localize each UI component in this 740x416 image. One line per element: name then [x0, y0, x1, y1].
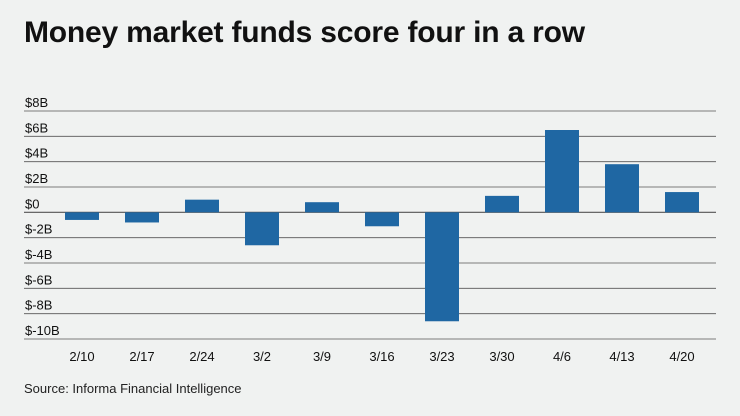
- x-tick-label: 4/20: [669, 349, 694, 364]
- x-tick-label: 3/9: [313, 349, 331, 364]
- bar-2-10: [65, 212, 99, 220]
- x-tick-label: 2/17: [129, 349, 154, 364]
- y-tick-label: $2B: [25, 171, 48, 186]
- bar-2-17: [125, 212, 159, 223]
- x-tick-label: 4/13: [609, 349, 634, 364]
- y-axis-tick-labels: $8B $6B $4B $2B $0 $-2B $-4B $-6B $-8B $-10B: [25, 95, 60, 338]
- bar-4-13: [605, 164, 639, 213]
- bar-2-24: [185, 199, 219, 213]
- bar-4-6: [545, 130, 579, 213]
- y-tick-label: $-6B: [25, 272, 52, 287]
- bar-3-16: [365, 212, 399, 227]
- bar-3-2: [245, 212, 279, 246]
- x-tick-label: 3/23: [429, 349, 454, 364]
- bars: [65, 130, 699, 322]
- y-tick-label: $4B: [25, 146, 48, 161]
- x-tick-label: 3/30: [489, 349, 514, 364]
- bar-4-20: [665, 192, 699, 213]
- bar-3-23: [425, 212, 459, 322]
- chart-title: Money market funds score four in a row: [24, 16, 585, 49]
- x-tick-label: 4/6: [553, 349, 571, 364]
- x-tick-label: 2/24: [189, 349, 214, 364]
- gridlines: [24, 110, 716, 340]
- y-tick-label: $0: [25, 196, 39, 211]
- source-note: Source: Informa Financial Intelligence: [24, 381, 242, 396]
- y-tick-label: $-10B: [25, 323, 60, 338]
- bar-3-30: [485, 195, 519, 213]
- x-axis-tick-labels: 2/10 2/17 2/24 3/2 3/9 3/16 3/23 3/30 4/6 4/13 4/2…: [69, 349, 694, 364]
- bar-3-9: [305, 202, 339, 213]
- y-tick-label: $8B: [25, 95, 48, 110]
- y-tick-label: $-8B: [25, 298, 52, 313]
- y-tick-label: $-4B: [25, 247, 52, 262]
- y-tick-label: $-2B: [25, 222, 52, 237]
- x-tick-label: 3/2: [253, 349, 271, 364]
- x-tick-label: 3/16: [369, 349, 394, 364]
- y-tick-label: $6B: [25, 120, 48, 135]
- x-tick-label: 2/10: [69, 349, 94, 364]
